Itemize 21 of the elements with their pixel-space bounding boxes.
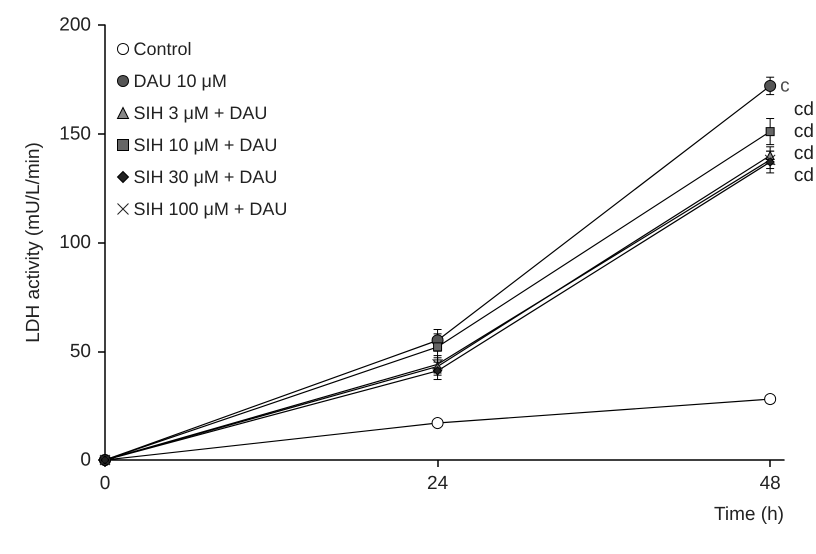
x-tick-label: 24 — [427, 473, 449, 494]
y-tick-label: 50 — [70, 340, 91, 362]
text: cd — [794, 143, 814, 164]
legend-label: SIH 3 μM + DAU — [134, 103, 268, 123]
text: cd — [794, 99, 814, 120]
legend-label: DAU 10 μM — [134, 71, 227, 91]
legend-label: Control — [134, 39, 192, 59]
x-axis-title: Time (h) — [714, 504, 784, 525]
annotation: c — [780, 75, 790, 96]
x-tick-label: 48 — [760, 473, 781, 494]
legend-label: SIH 10 μM + DAU — [134, 135, 278, 155]
y-tick-label: 150 — [59, 123, 91, 144]
legend-label: SIH 100 μM + DAU — [134, 199, 288, 219]
x-tick-label: 0 — [100, 473, 110, 494]
y-tick-label: 0 — [80, 450, 91, 470]
y-axis-title: LDH activity (mU/L/min) — [23, 142, 44, 343]
legend-label: SIH 30 μM + DAU — [134, 167, 278, 187]
text: cd — [794, 121, 814, 142]
y-tick-label: 200 — [59, 14, 91, 36]
text: cd — [794, 165, 814, 186]
y-tick-label: 100 — [59, 232, 91, 253]
